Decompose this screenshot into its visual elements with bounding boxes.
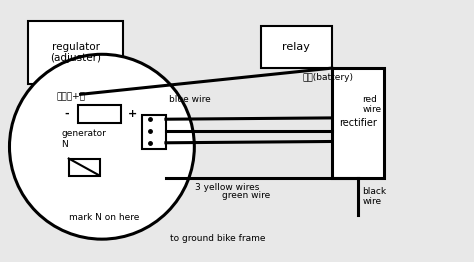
Text: +: +: [128, 109, 137, 119]
Text: -: -: [64, 109, 69, 119]
Text: relay: relay: [283, 42, 310, 52]
Circle shape: [9, 54, 194, 239]
Bar: [28, 21, 123, 84]
Text: generator
N: generator N: [62, 129, 107, 149]
Bar: [78, 105, 121, 123]
Bar: [332, 68, 384, 178]
Text: green wire: green wire: [222, 191, 271, 200]
Text: blue wire: blue wire: [169, 95, 210, 104]
Text: mark N on here: mark N on here: [69, 213, 139, 222]
Bar: [69, 159, 100, 176]
Bar: [261, 26, 332, 68]
Bar: [142, 115, 166, 149]
Text: 电池(battery): 电池(battery): [302, 73, 353, 82]
Text: 火线（+）: 火线（+）: [56, 92, 86, 101]
Text: 3 yellow wires: 3 yellow wires: [195, 183, 260, 192]
Text: black
wire: black wire: [363, 187, 387, 206]
Text: rectifier: rectifier: [339, 118, 377, 128]
Text: to ground bike frame: to ground bike frame: [170, 234, 266, 243]
Text: red
wire: red wire: [363, 95, 382, 114]
Text: regulator
(adjuster): regulator (adjuster): [50, 42, 101, 63]
